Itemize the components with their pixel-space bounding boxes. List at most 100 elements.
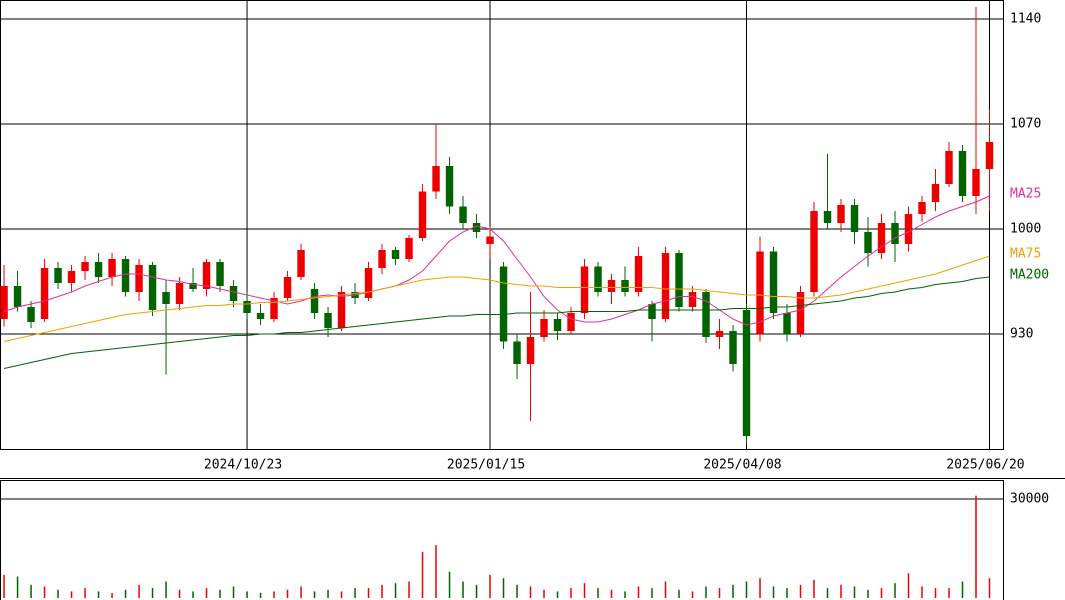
volume-bar (462, 581, 464, 598)
y-tick-label: 1000 (1010, 221, 1041, 236)
volume-bar (97, 591, 100, 598)
volume-bar (205, 588, 208, 598)
candle-body (621, 279, 629, 292)
volume-bar (745, 581, 748, 598)
volume-bar (57, 589, 59, 598)
legend-label: MA25 (1010, 187, 1041, 202)
ma-line (3, 255, 990, 342)
volume-bar (30, 584, 32, 598)
volume-bar (543, 589, 545, 598)
volume-bar (286, 589, 289, 598)
candle-body (27, 306, 35, 322)
candle-body (135, 264, 143, 292)
volume-bar (529, 586, 532, 598)
candle-body (850, 205, 859, 232)
candle-body (216, 261, 224, 286)
candle-body (472, 223, 481, 232)
volume-bar (394, 583, 397, 598)
candle-body (54, 267, 62, 283)
volume-bar (651, 588, 653, 598)
volume-bar (516, 584, 518, 598)
candle-body (985, 142, 994, 170)
volume-bar (327, 589, 329, 598)
volume-bar (84, 588, 86, 598)
volume-bar (246, 591, 248, 598)
volume-bar (367, 588, 370, 598)
price-frame (0, 0, 1004, 450)
candle-body (810, 211, 818, 292)
candle-body (283, 276, 292, 298)
volume-bar (691, 591, 694, 598)
volume-bar (16, 576, 19, 598)
y-tick-label: 30000 (1010, 492, 1049, 507)
volume-bar (880, 588, 883, 598)
volume-bar (853, 586, 856, 598)
candle-body (540, 318, 548, 337)
x-tick-label: 2025/01/15 (447, 458, 525, 473)
legend-label: MA200 (1010, 267, 1049, 282)
volume-bar (718, 588, 721, 598)
candle-body (256, 312, 265, 319)
volume-bar (867, 589, 869, 598)
candle-body (499, 266, 508, 342)
candle-body (310, 288, 319, 313)
volume-bar (138, 584, 140, 598)
candle-body (297, 249, 305, 277)
volume-bar (921, 586, 923, 598)
candle-body (526, 336, 535, 364)
candle-body (337, 291, 346, 328)
candle-body (67, 270, 76, 283)
volume-bar (732, 584, 734, 598)
volume-bar (111, 593, 113, 598)
volume-bar (340, 591, 343, 598)
y-tick-label: 1070 (1010, 117, 1041, 132)
candle-body (418, 191, 427, 238)
volume-bar (192, 591, 194, 598)
candle-body (162, 291, 170, 304)
candle-body (675, 252, 683, 307)
candle-body (972, 169, 980, 197)
volume-bar (151, 588, 154, 598)
volume-bar (610, 589, 613, 598)
candle-body (715, 330, 724, 337)
candle-body (688, 291, 697, 307)
volume-bar (448, 571, 451, 598)
volume-bar (489, 574, 491, 598)
candle-body (202, 261, 211, 289)
volume-bar (664, 581, 667, 598)
volume-bar (354, 588, 356, 598)
volume-bar (43, 586, 46, 598)
volume-bar (826, 588, 829, 598)
volume-bar (219, 589, 221, 598)
candle-body (40, 267, 49, 319)
candle-body (742, 309, 751, 436)
candle-body (958, 151, 967, 197)
volume-bar (259, 593, 262, 598)
volume-bar (934, 588, 937, 598)
volume-bar (300, 586, 302, 598)
candle-body (634, 255, 643, 292)
candle-body (378, 249, 386, 268)
volume-bar (772, 586, 775, 598)
candle-body (121, 258, 130, 292)
candle-body (607, 279, 616, 292)
candle-body (81, 261, 89, 271)
candle-body (270, 297, 278, 319)
x-tick-label: 2025/06/20 (946, 458, 1024, 473)
volume-bar (313, 591, 316, 598)
candle-body (459, 206, 467, 224)
volume-bar (840, 584, 842, 598)
candle-body (364, 267, 373, 298)
volume-bar (759, 578, 761, 598)
candle-body (580, 266, 589, 313)
volume-bar (705, 586, 707, 598)
candle-body (783, 312, 791, 334)
volume-bar (435, 545, 437, 598)
candle-body (405, 237, 413, 259)
volume-bar (273, 591, 275, 598)
candle-body (13, 285, 22, 307)
volume-bar (988, 578, 991, 598)
candle-body (94, 261, 103, 277)
volume-bar (597, 588, 599, 598)
